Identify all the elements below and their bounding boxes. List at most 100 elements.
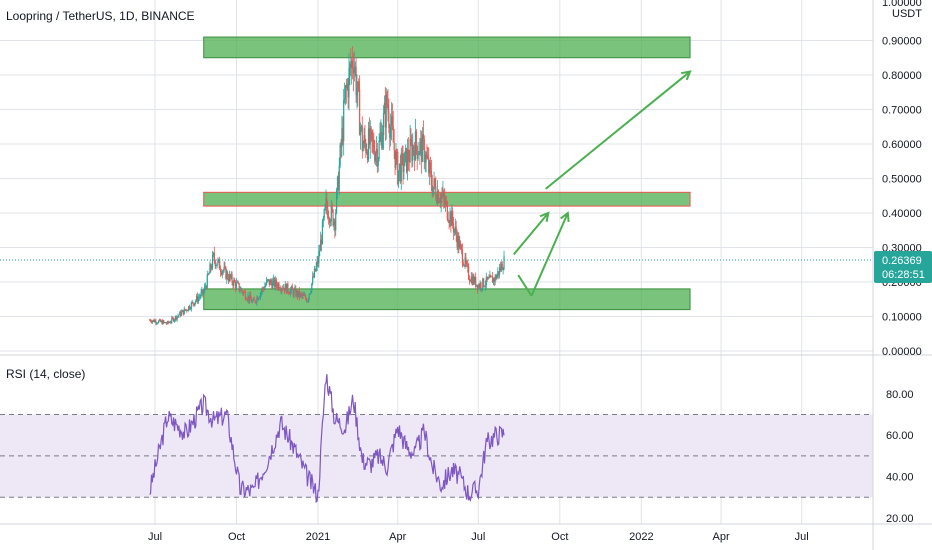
candle-body [466, 263, 468, 265]
candle-body [283, 287, 285, 292]
candle-body [411, 143, 413, 161]
candle-body [405, 147, 407, 152]
candle-body [486, 276, 488, 280]
candle-body [196, 295, 199, 302]
rsi-title[interactable]: RSI (14, close) [6, 367, 85, 381]
candle-body [256, 297, 258, 303]
price-tick-label: 0.00000 [882, 346, 922, 358]
candle-body [379, 136, 381, 141]
candle-body [153, 319, 155, 323]
candle-body [176, 316, 178, 320]
candle-body [245, 298, 247, 300]
candle-body [281, 288, 284, 290]
candle-body [204, 286, 207, 288]
candle-body [230, 274, 232, 278]
candle-body [199, 296, 201, 298]
candle-body [448, 221, 450, 223]
candle-body [440, 195, 442, 203]
candle-body [406, 149, 409, 172]
candle-body [221, 271, 223, 275]
price-zone-3[interactable] [203, 288, 691, 311]
time-axis[interactable]: Jul Oct 2021 Apr Jul Oct 2022 Apr Jul [148, 531, 809, 543]
candle-body [477, 285, 479, 290]
candle-body [409, 139, 411, 162]
candle-body [205, 286, 207, 288]
candle-body [242, 291, 245, 294]
price-zone-1[interactable] [203, 36, 691, 59]
candle-body [159, 319, 161, 322]
candle-body [483, 278, 485, 287]
candle-body [482, 278, 484, 289]
candle-body [437, 191, 440, 203]
candle-body [429, 162, 432, 171]
candle-body [362, 144, 364, 151]
candle-body [292, 289, 294, 296]
price-axis[interactable]: 0.90000 0.80000 0.70000 0.60000 0.50000 0.400… [882, 36, 922, 359]
projection-arrow-2[interactable] [545, 70, 691, 190]
candle-body [386, 94, 388, 105]
candle-body [499, 267, 501, 275]
candle-body [491, 276, 494, 283]
candle-body [449, 212, 451, 223]
candle-body [219, 259, 221, 270]
projection-arrow-4[interactable] [530, 212, 569, 297]
candle-body [320, 239, 322, 251]
last-price-countdown: 06:28:51 [882, 269, 925, 281]
candle-body [358, 81, 360, 90]
projection-arrows[interactable] [513, 70, 692, 297]
candle-body [168, 322, 170, 324]
candle-body [207, 274, 209, 276]
time-tick-label: Jul [148, 531, 162, 543]
candle-body [388, 111, 390, 128]
candle-body [494, 276, 496, 282]
candle-body [297, 290, 300, 297]
candle-body [294, 288, 296, 290]
candle-body [149, 319, 151, 321]
candle-body [157, 322, 159, 324]
candle-body [487, 277, 489, 280]
candle-body [208, 273, 210, 275]
candle-body [408, 160, 410, 162]
rsi-axis[interactable]: 80.00 60.00 40.00 20.00 [886, 389, 914, 525]
candle-body [243, 291, 246, 293]
candle-body [157, 320, 160, 323]
candle-body [257, 297, 259, 300]
candle-body [244, 292, 246, 299]
support-resistance-zones[interactable] [203, 36, 691, 311]
candle-body [392, 126, 394, 143]
candle-body [175, 316, 177, 320]
candle-body [293, 289, 295, 296]
candle-body [260, 291, 262, 294]
last-price-box [874, 251, 932, 284]
projection-arrow-3[interactable] [517, 274, 533, 297]
candle-body [475, 284, 478, 287]
candle-body [266, 280, 268, 285]
candle-body [370, 127, 372, 132]
candle-body [354, 66, 356, 68]
candle-body [268, 279, 270, 285]
projection-arrow-1[interactable] [513, 212, 550, 256]
candle-body [306, 301, 308, 303]
candle-body [197, 297, 200, 302]
candle-body [299, 293, 301, 297]
candle-body [367, 152, 369, 160]
candle-body [488, 277, 490, 279]
candle-body [485, 276, 487, 285]
candle-body [419, 141, 421, 154]
candle-body [227, 272, 229, 279]
candle-body [399, 163, 401, 182]
candle-body [343, 99, 346, 101]
candle-body [282, 287, 285, 290]
candle-body [436, 191, 439, 203]
candle-body [502, 269, 504, 271]
candle-body [182, 310, 184, 315]
candle-body [390, 126, 392, 138]
candle-body [269, 280, 271, 285]
candle-body [301, 294, 303, 296]
symbol-title[interactable]: Loopring / TetherUS, 1D, BINANCE [6, 9, 195, 23]
candle-body [445, 201, 448, 202]
candle-body [331, 205, 333, 211]
candle-body [337, 176, 339, 191]
candle-body [194, 302, 196, 306]
